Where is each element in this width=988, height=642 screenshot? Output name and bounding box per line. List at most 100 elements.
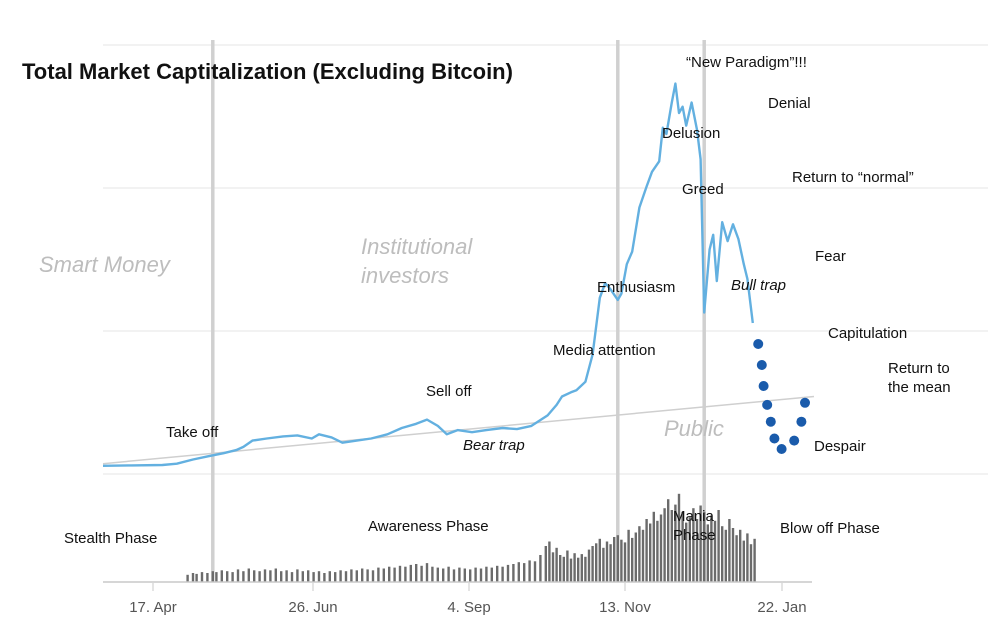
volume-bar — [186, 574, 189, 582]
volume-bar — [398, 565, 402, 582]
volume-bar — [290, 572, 294, 582]
volume-bar — [602, 547, 605, 582]
x-tick-label: 13. Nov — [599, 599, 651, 616]
volume-bar — [724, 529, 727, 582]
volume-bar — [566, 550, 569, 582]
volume-bar — [458, 567, 461, 582]
volume-bar — [415, 564, 418, 582]
phase-label-mania: Mania — [673, 508, 715, 525]
volume-bar — [670, 510, 673, 582]
projection-dot — [776, 444, 787, 454]
volume-bar — [710, 515, 713, 582]
projection-dot — [789, 435, 800, 446]
volume-bar — [393, 567, 396, 582]
volume-bar — [688, 517, 691, 582]
volume-bar — [274, 568, 277, 582]
annotation-delusion: Delusion — [662, 125, 720, 142]
phase-label-investors: investors — [361, 263, 449, 288]
volume-bar — [361, 568, 364, 582]
volume-bar — [211, 571, 214, 582]
volume-bar — [366, 569, 369, 582]
volume-bar — [681, 511, 684, 582]
projection-dot — [800, 397, 810, 408]
volume-bar — [377, 567, 380, 582]
annotation-bear-trap: Bear trap — [463, 437, 525, 454]
volume-bar — [591, 546, 594, 582]
phase-label-mania-phase: Phase — [673, 527, 716, 544]
volume-bar — [447, 566, 450, 582]
projection-dot — [753, 339, 764, 349]
volume-bar — [605, 541, 609, 582]
volume-bar — [371, 570, 375, 582]
volume-bar — [656, 520, 659, 582]
volume-bar — [409, 564, 412, 582]
volume-bar — [587, 549, 591, 582]
x-tick-label: 4. Sep — [447, 599, 490, 616]
volume-bar — [721, 526, 724, 582]
volume-bar — [717, 510, 720, 582]
volume-bar — [739, 529, 742, 582]
volume-bar — [206, 573, 209, 582]
volume-bar — [469, 569, 472, 582]
volume-bar — [517, 562, 520, 582]
volume-bar — [703, 511, 706, 582]
annotation-capitulation: Capitulation — [828, 325, 907, 342]
annotation-fear: Fear — [815, 248, 846, 265]
projection-dot — [756, 360, 767, 370]
volume-bar — [663, 508, 666, 582]
volume-bar — [253, 570, 256, 582]
volume-bar — [613, 537, 616, 582]
volume-bar — [242, 571, 245, 582]
volume-bar — [285, 570, 288, 582]
volume-bar — [627, 529, 630, 582]
annotation-greed: Greed — [682, 181, 724, 198]
volume-bar — [388, 566, 391, 582]
annotation-enthusiasm: Enthusiasm — [597, 279, 675, 296]
phase-label-public: Public — [664, 416, 724, 441]
volume-bar — [485, 566, 488, 582]
volume-bar — [749, 544, 753, 582]
volume-bar — [200, 572, 204, 582]
volume-bar — [595, 543, 598, 582]
volume-bar — [312, 572, 315, 582]
volume-bar — [490, 567, 493, 582]
volume-bar — [220, 570, 223, 582]
volume-bar — [195, 573, 198, 582]
volume-bar — [258, 571, 261, 582]
volume-bar — [695, 519, 699, 582]
volume-bar — [328, 571, 331, 582]
phase-label-blow-off: Blow off Phase — [780, 520, 880, 537]
volume-bar — [645, 519, 648, 582]
volume-bar — [425, 563, 429, 582]
volume-bar — [577, 557, 580, 582]
x-tick-label: 22. Jan — [757, 599, 806, 616]
volume-bar — [641, 529, 645, 582]
volume-bar — [339, 570, 342, 582]
volume-bar — [523, 563, 526, 582]
volume-bar — [551, 552, 555, 582]
volume-bar — [692, 508, 695, 582]
volume-bar — [652, 511, 655, 582]
volume-bar — [350, 569, 353, 582]
volume-bar — [735, 535, 738, 582]
volume-bar — [436, 567, 439, 582]
volume-bar — [731, 528, 735, 582]
volume-bar — [263, 569, 267, 582]
volume-bar — [634, 532, 637, 582]
volume-bar — [215, 572, 218, 582]
annotation-bull-trap: Bull trap — [731, 277, 786, 294]
volume-bar — [623, 542, 627, 582]
x-axis: 17. Apr 26. Jun 4. Sep 13. Nov 22. Jan — [129, 583, 807, 616]
volume-bar — [533, 561, 537, 582]
volume-bar — [442, 568, 445, 582]
volume-bar — [616, 535, 619, 582]
volume-bar — [404, 566, 407, 582]
volume-bar — [638, 526, 641, 582]
projection-dot — [758, 381, 769, 391]
volume-bar — [344, 571, 348, 582]
volume-bar — [753, 538, 756, 582]
volume-bar — [496, 565, 499, 582]
volume-bar — [746, 533, 749, 582]
volume-bar — [539, 555, 542, 582]
